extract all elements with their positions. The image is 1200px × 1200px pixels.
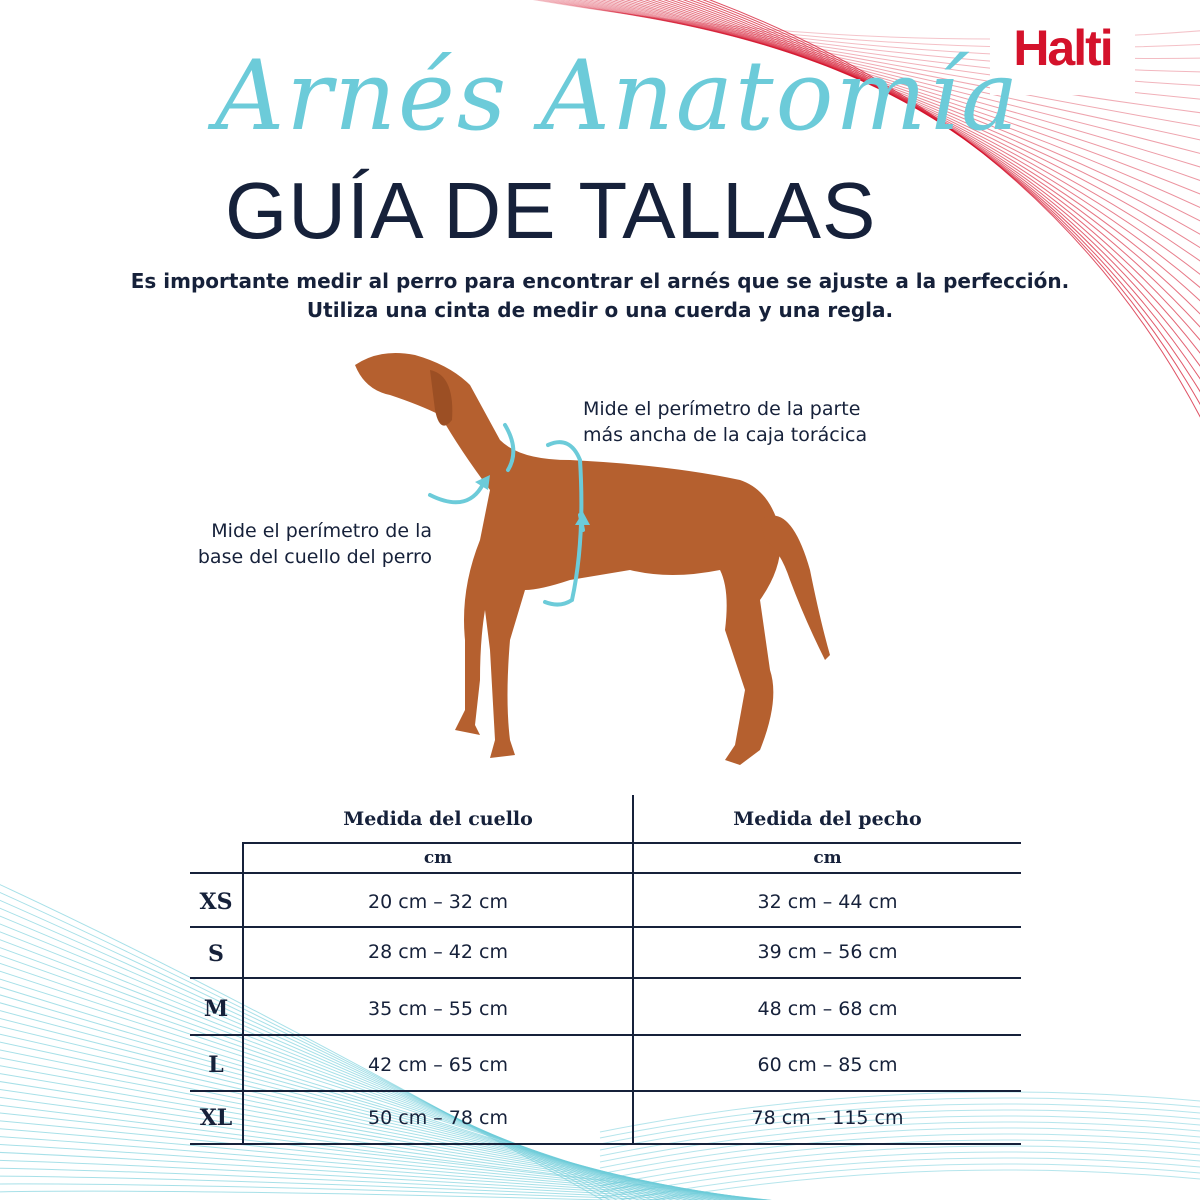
red-wave-line — [676, 0, 1200, 354]
halti-logo: Halti — [990, 0, 1135, 95]
neck-arrow — [428, 478, 487, 505]
teal-wave-line — [0, 1144, 767, 1200]
teal-wave-line — [0, 1112, 772, 1200]
teal-wave-line — [599, 1103, 1200, 1145]
teal-wave-line — [0, 1136, 771, 1200]
neck-cell: 42 cm – 65 cm — [368, 1054, 508, 1076]
teal-wave-line — [0, 1159, 752, 1200]
chest-cell: 32 cm – 44 cm — [757, 891, 898, 913]
teal-wave-line — [599, 1157, 1200, 1199]
chest-arrow — [543, 440, 584, 607]
chest-unit: cm — [813, 848, 842, 868]
red-wave-line — [631, 0, 1200, 262]
neck-note-line-1: Mide el perímetro de la — [211, 520, 432, 542]
teal-wave-line — [0, 1151, 761, 1200]
teal-wave-line — [599, 1145, 1200, 1187]
neck-cell: 50 cm – 78 cm — [368, 1107, 508, 1129]
size-label: L — [208, 1052, 224, 1078]
size-label: S — [208, 941, 224, 967]
red-wave-line — [606, 0, 1200, 208]
chest-note-line-2: más ancha de la caja torácica — [583, 424, 868, 446]
red-wave-line — [576, 0, 1200, 141]
red-wave-line — [625, 0, 1200, 249]
red-wave-line — [618, 0, 1200, 235]
teal-wave-line — [0, 1190, 624, 1200]
teal-wave-line — [599, 1121, 1200, 1163]
size-label: XL — [199, 1105, 233, 1131]
red-wave-line — [582, 0, 1200, 154]
teal-wave-line — [599, 1109, 1200, 1151]
chest-header: Medida del pecho — [733, 808, 922, 830]
neck-header: Medida del cuello — [343, 808, 533, 830]
size-label: M — [203, 996, 229, 1022]
teal-wave-line — [0, 954, 667, 1200]
teal-wave-line — [599, 1097, 1200, 1139]
teal-wave-line — [0, 1183, 682, 1200]
neck-note-line-2: base del cuello del perro — [197, 546, 432, 568]
red-wave-line — [612, 0, 1200, 222]
red-wave-line — [663, 0, 1200, 328]
teal-wave-line — [599, 1151, 1200, 1193]
intro-line-1: Es importante medir al perro para encont… — [130, 269, 1070, 293]
dog-illustration — [355, 352, 830, 765]
red-wave-line — [669, 0, 1200, 341]
intro-line-2: Utiliza una cinta de medir o una cuerda … — [306, 298, 894, 322]
red-wave-line — [588, 0, 1200, 168]
teal-wave-line — [618, 1163, 1200, 1200]
red-wave-line — [564, 0, 1200, 114]
page-title: GUÍA DE TALLAS — [225, 166, 877, 255]
red-wave-line — [656, 0, 1200, 315]
red-wave-line — [708, 0, 1200, 418]
teal-wave-line — [599, 1115, 1200, 1157]
teal-wave-line — [0, 1073, 756, 1200]
red-wave-line — [650, 0, 1200, 302]
teal-wave-line — [599, 1127, 1200, 1169]
neck-unit: cm — [423, 848, 453, 868]
red-wave-line — [644, 0, 1200, 289]
teal-wave-line — [0, 1120, 773, 1200]
chest-cell: 39 cm – 56 cm — [757, 941, 898, 963]
neck-cell: 20 cm – 32 cm — [368, 891, 508, 913]
red-wave-line — [570, 0, 1200, 127]
red-wave-line — [600, 0, 1200, 195]
neck-cell: 28 cm – 42 cm — [368, 941, 508, 963]
teal-wave-line — [650, 1169, 1200, 1200]
teal-wave-line — [599, 1091, 1200, 1133]
chest-cell: 78 cm – 115 cm — [751, 1107, 904, 1129]
teal-wave-line — [0, 1175, 716, 1200]
chest-cell: 48 cm – 68 cm — [757, 998, 898, 1020]
neck-cell: 35 cm – 55 cm — [368, 998, 508, 1020]
red-wave-line — [594, 0, 1200, 181]
chest-cell: 60 cm – 85 cm — [757, 1054, 898, 1076]
script-title: Arnés Anatomía — [215, 40, 1021, 152]
dog-silhouette — [355, 352, 830, 765]
chest-note-line-1: Mide el perímetro de la parte — [583, 398, 861, 420]
teal-wave-line — [599, 1133, 1200, 1175]
size-label: XS — [199, 889, 233, 915]
teal-wave-line — [0, 1081, 760, 1200]
teal-wave-line — [599, 1139, 1200, 1181]
red-wave-line — [637, 0, 1200, 275]
